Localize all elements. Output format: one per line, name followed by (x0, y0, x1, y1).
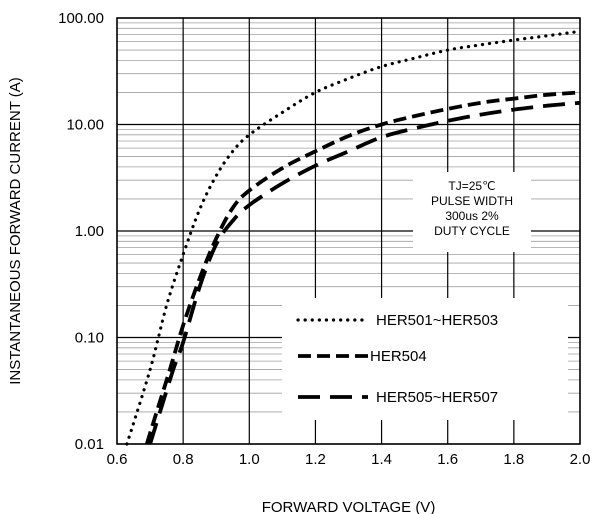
test-condition-line: PULSE WIDTH (431, 194, 513, 208)
y-tick-labels: 0.01 0.10 1.00 10.00 100.00 (58, 10, 104, 453)
y-tick-label: 10.00 (66, 117, 104, 134)
x-tick-label: 2.0 (570, 451, 591, 468)
test-conditions-background (413, 172, 531, 252)
x-tick-label: 0.6 (107, 451, 128, 468)
x-axis-title: FORWARD VOLTAGE (V) (262, 499, 436, 514)
legend-background (282, 298, 568, 420)
x-tick-label: 1.6 (437, 451, 458, 468)
series-line-her504 (144, 90, 581, 445)
legend-label-her505-507: HER505~HER507 (376, 389, 498, 406)
test-condition-line: TJ=25℃ (448, 179, 495, 193)
x-tick-label: 0.8 (173, 451, 194, 468)
x-tick-label: 1.0 (239, 451, 260, 468)
legend: HER501~HER503 HER504 HER505~HER507 (282, 298, 568, 420)
test-condition-line: 300us 2% (445, 209, 499, 223)
plot-frame (116, 17, 581, 445)
x-tick-label: 1.8 (503, 451, 524, 468)
y-tick-label: 100.00 (58, 10, 104, 27)
y-tick-label: 0.10 (75, 330, 104, 347)
legend-label-her504: HER504 (370, 348, 427, 365)
y-tick-label: 0.01 (75, 436, 104, 453)
test-conditions-box: TJ=25℃ PULSE WIDTH 300us 2% DUTY CYCLE (413, 172, 531, 252)
y-tick-label: 1.00 (75, 223, 104, 240)
legend-label-her501-503: HER501~HER503 (376, 312, 498, 329)
test-condition-line: DUTY CYCLE (434, 224, 510, 238)
series-line-her501-503 (125, 29, 582, 446)
y-axis-title: INSTANTANEOUS FORWARD CURRENT (A) (7, 77, 24, 385)
x-tick-label: 1.2 (305, 451, 326, 468)
x-tick-label: 1.4 (371, 451, 392, 468)
series-line-her505-507 (148, 100, 581, 445)
x-tick-labels: 0.6 0.8 1.0 1.2 1.4 1.6 1.8 2.0 (107, 451, 591, 468)
series-layer (125, 29, 582, 446)
